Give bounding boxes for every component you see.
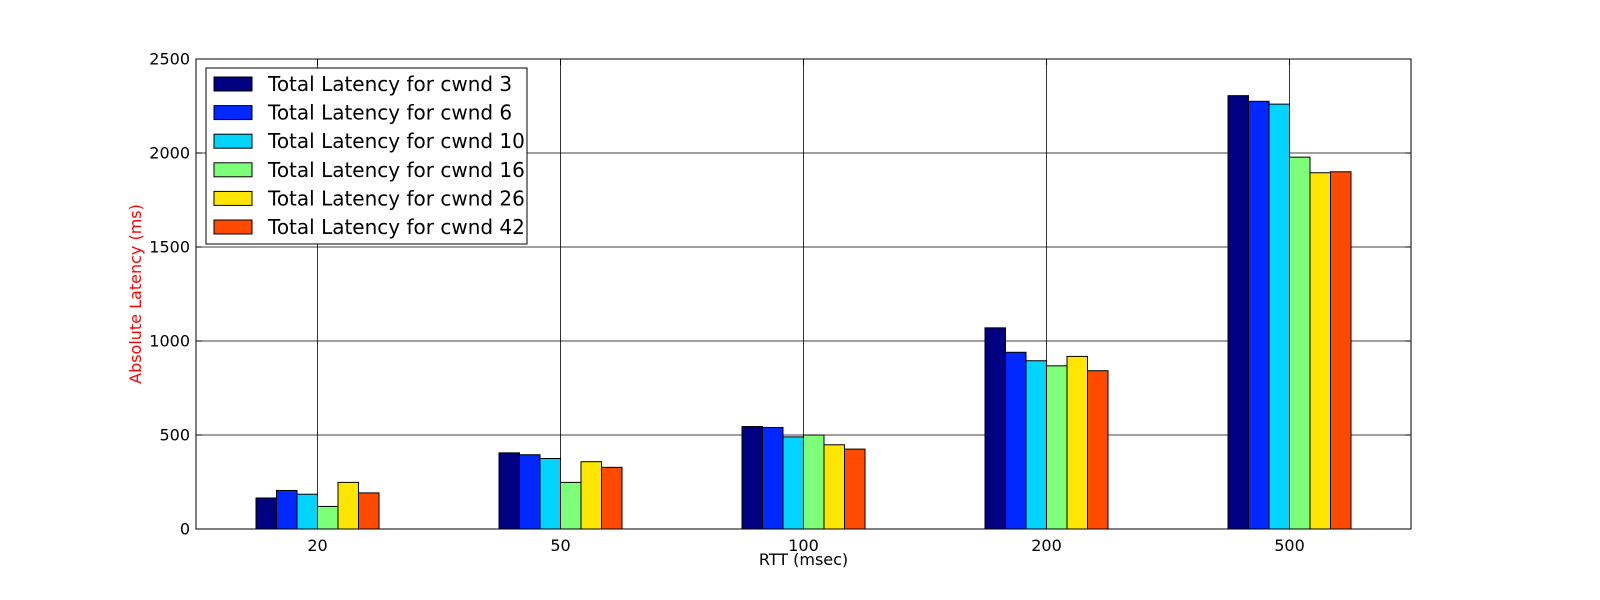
legend-label: Total Latency for cwnd 6 <box>267 101 512 125</box>
x-tick-label: 50 <box>550 536 570 555</box>
bars <box>255 95 1352 530</box>
bar <box>803 434 825 530</box>
legend: Total Latency for cwnd 3 Total Latency fo… <box>205 67 528 245</box>
bar <box>601 466 623 530</box>
bar <box>1046 365 1068 530</box>
bar <box>782 436 804 530</box>
legend-swatch <box>213 162 253 178</box>
bar <box>1248 100 1270 530</box>
bar <box>984 327 1006 530</box>
legend-item: Total Latency for cwnd 16 <box>213 158 525 182</box>
axis-ticks <box>196 58 1411 530</box>
legend-swatch <box>213 219 253 235</box>
y-tick-label: 2500 <box>149 50 190 69</box>
legend-label: Total Latency for cwnd 42 <box>267 215 525 239</box>
legend-swatch <box>213 76 253 92</box>
x-tick-label: 20 <box>307 536 327 555</box>
y-tick-label: 0 <box>180 520 190 539</box>
legend-item: Total Latency for cwnd 6 <box>213 101 512 125</box>
bar <box>1309 172 1331 530</box>
legend-item: Total Latency for cwnd 26 <box>213 186 525 210</box>
bar <box>519 454 541 530</box>
bar <box>498 452 520 530</box>
legend-label: Total Latency for cwnd 3 <box>267 72 512 96</box>
legend-label: Total Latency for cwnd 10 <box>267 129 525 153</box>
x-axis-label: RTT (msec) <box>759 550 848 569</box>
x-tick-label: 500 <box>1274 536 1305 555</box>
legend-swatch <box>213 190 253 206</box>
y-tick-label: 1500 <box>149 238 190 257</box>
bar <box>358 492 380 530</box>
bar <box>580 461 602 530</box>
bar <box>317 505 339 530</box>
bar <box>1005 351 1027 530</box>
bar <box>296 493 318 530</box>
bar <box>337 481 359 530</box>
bar-series <box>255 95 1249 530</box>
bar <box>844 448 866 530</box>
bar <box>560 481 582 530</box>
legend-item: Total Latency for cwnd 3 <box>213 72 512 96</box>
legend-label: Total Latency for cwnd 26 <box>267 186 525 210</box>
bar-series <box>337 172 1331 530</box>
legend-item: Total Latency for cwnd 10 <box>213 129 525 153</box>
bar-series <box>317 156 1311 530</box>
y-tick-label: 500 <box>159 426 190 445</box>
bar <box>1087 370 1109 530</box>
bar <box>255 497 277 530</box>
legend-swatch <box>213 105 253 121</box>
bar <box>1227 95 1249 530</box>
bar <box>762 426 784 530</box>
bar <box>1066 355 1088 530</box>
bar <box>276 489 298 530</box>
x-tick-label: 200 <box>1031 536 1062 555</box>
bar-series <box>358 171 1352 530</box>
tick-labels: 0 500 1000 1500 2000 2500 20 50 100 200 500 <box>149 50 1304 556</box>
bar <box>1025 360 1047 530</box>
y-axis-label: Absolute Latency (ms) <box>126 204 145 384</box>
bar <box>1330 171 1352 530</box>
legend-swatch <box>213 133 253 149</box>
bar <box>1268 103 1290 530</box>
bar-series <box>296 103 1290 530</box>
x-tick-label: 100 <box>788 536 819 555</box>
bar <box>539 458 561 530</box>
legend-frame <box>205 67 528 245</box>
legend-label: Total Latency for cwnd 16 <box>267 158 525 182</box>
y-tick-label: 1000 <box>149 332 190 351</box>
bar <box>741 426 763 530</box>
legend-item: Total Latency for cwnd 42 <box>213 215 525 239</box>
y-tick-label: 2000 <box>149 144 190 163</box>
bar <box>1289 156 1311 530</box>
bar <box>823 444 845 530</box>
